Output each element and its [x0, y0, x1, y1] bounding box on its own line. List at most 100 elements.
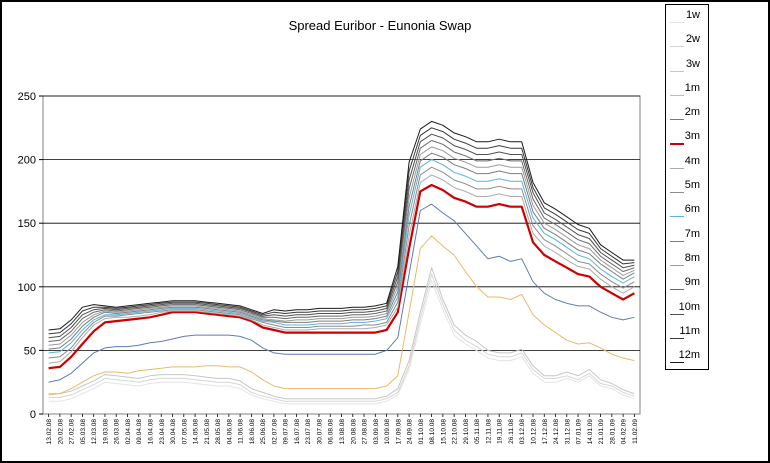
- legend-swatch: [670, 143, 684, 146]
- x-tick-label: 17.09.08: [395, 419, 402, 445]
- series-line-1m: [48, 235, 635, 396]
- legend-item-1m: 1m: [666, 78, 708, 102]
- series-line-7m: [48, 152, 635, 350]
- legend-item-1w: 1w: [666, 5, 708, 29]
- legend-item-5m: 5m: [666, 175, 708, 199]
- series-line-10m: [48, 133, 635, 339]
- x-tick-label: 20.08.08: [350, 419, 357, 445]
- legend-swatch: [670, 362, 684, 364]
- x-tick-label: 31.12.08: [564, 419, 571, 445]
- legend-swatch: [670, 94, 684, 96]
- legend-item-9m: 9m: [666, 272, 708, 296]
- legend-item-2m: 2m: [666, 102, 708, 126]
- x-tick-label: 07.01.09: [576, 419, 583, 445]
- x-tick-label: 19.11.08: [497, 419, 504, 444]
- y-tick-label: 50: [24, 345, 36, 357]
- legend-swatch: [670, 240, 684, 242]
- x-tick-label: 17.12.08: [542, 419, 549, 445]
- legend-label: 9m: [684, 276, 700, 289]
- x-tick-label: 30.04.08: [170, 419, 177, 445]
- legend-swatch: [670, 167, 684, 169]
- x-tick-label: 12.11.08: [485, 419, 492, 444]
- legend-label: 3w: [685, 57, 700, 70]
- legend-item-7m: 7m: [666, 224, 708, 248]
- x-tick-label: 03.12.08: [519, 419, 526, 445]
- legend-swatch: [670, 313, 684, 315]
- legend: 1w 2w 3w 1m 2m 3m 4m 5m 6m 7m 8m 9m 10m 11m 12m: [665, 4, 709, 370]
- series-line-12m: [48, 120, 635, 331]
- legend-label: 7m: [684, 227, 700, 240]
- x-tick-label: 26.03.08: [114, 419, 121, 445]
- y-tick-label: 150: [18, 218, 36, 230]
- x-tick-label: 24.12.08: [553, 419, 560, 445]
- x-tick-label: 28.05.08: [215, 419, 222, 445]
- x-tick-label: 02.07.08: [271, 419, 278, 445]
- legend-item-6m: 6m: [666, 199, 708, 223]
- legend-swatch: [670, 264, 684, 266]
- legend-label: 11m: [679, 324, 700, 337]
- x-tick-label: 05.03.08: [80, 419, 87, 445]
- legend-swatch: [670, 289, 684, 291]
- y-tick-label: 100: [18, 282, 36, 294]
- x-tick-label: 02.04.08: [125, 419, 132, 445]
- legend-label: 4m: [684, 154, 700, 167]
- x-tick-label: 05.11.08: [474, 419, 481, 444]
- x-tick-label: 22.10.08: [452, 419, 459, 445]
- x-tick-label: 12.03.08: [91, 419, 98, 445]
- series-line-6m: [48, 159, 635, 354]
- x-tick-label: 23.07.08: [305, 419, 312, 445]
- x-tick-label: 27.08.08: [362, 419, 369, 445]
- x-tick-label: 13.02.08: [46, 419, 53, 445]
- legend-swatch: [670, 70, 684, 72]
- legend-swatch: [670, 46, 684, 48]
- legend-item-2w: 2w: [666, 29, 708, 53]
- x-tick-label: 24.09.08: [407, 419, 414, 445]
- x-tick-label: 01.10.08: [418, 419, 425, 445]
- series-line-11m: [48, 127, 635, 335]
- legend-swatch: [670, 337, 684, 339]
- legend-label: 10m: [678, 300, 700, 313]
- x-tick-label: 11.06.08: [238, 419, 245, 444]
- legend-label: 3m: [684, 130, 700, 143]
- x-tick-label: 10.09.08: [384, 419, 391, 445]
- x-tick-label: 04.02.09: [621, 419, 628, 445]
- chart-title: Spread Euribor - Eunonia Swap: [288, 18, 472, 33]
- legend-item-8m: 8m: [666, 248, 708, 272]
- series-line-3m: [48, 183, 635, 370]
- x-tick-label: 14.01.09: [587, 419, 594, 445]
- legend-item-11m: 11m: [666, 321, 708, 345]
- legend-label: 2w: [685, 33, 700, 46]
- legend-swatch: [670, 192, 684, 194]
- x-tick-label: 19.03.08: [102, 419, 109, 445]
- legend-label: 6m: [684, 203, 700, 216]
- x-tick-label: 14.05.08: [193, 419, 200, 445]
- y-tick-label: 250: [18, 91, 36, 103]
- x-tick-label: 11.02.09: [632, 419, 639, 444]
- legend-label: 5m: [684, 179, 700, 192]
- legend-item-12m: 12m: [666, 345, 708, 369]
- x-tick-label: 21.05.08: [204, 419, 211, 445]
- x-tick-label: 09.04.08: [136, 419, 143, 445]
- legend-swatch: [670, 22, 684, 23]
- legend-label: 8m: [684, 251, 700, 264]
- legend-label: 2m: [684, 106, 700, 119]
- x-tick-label: 15.10.08: [440, 419, 447, 445]
- x-tick-label: 23.04.08: [159, 419, 166, 445]
- series-line-3w: [48, 267, 635, 400]
- x-tick-label: 26.11.08: [508, 419, 515, 444]
- x-tick-label: 03.09.08: [373, 419, 380, 445]
- x-tick-label: 16.04.08: [148, 419, 155, 445]
- series-line-2w: [48, 273, 635, 402]
- legend-swatch: [670, 119, 684, 121]
- x-tick-label: 10.12.08: [530, 419, 537, 445]
- x-tick-label: 30.07.08: [316, 419, 323, 445]
- series-line-1w: [48, 279, 635, 405]
- x-tick-label: 08.10.08: [429, 419, 436, 445]
- x-tick-label: 20.02.08: [57, 419, 64, 445]
- legend-item-4m: 4m: [666, 151, 708, 175]
- y-tick-label: 200: [18, 155, 36, 167]
- x-tick-label: 16.07.08: [294, 419, 301, 445]
- x-tick-label: 27.02.08: [69, 419, 76, 445]
- legend-item-3m: 3m: [666, 126, 708, 150]
